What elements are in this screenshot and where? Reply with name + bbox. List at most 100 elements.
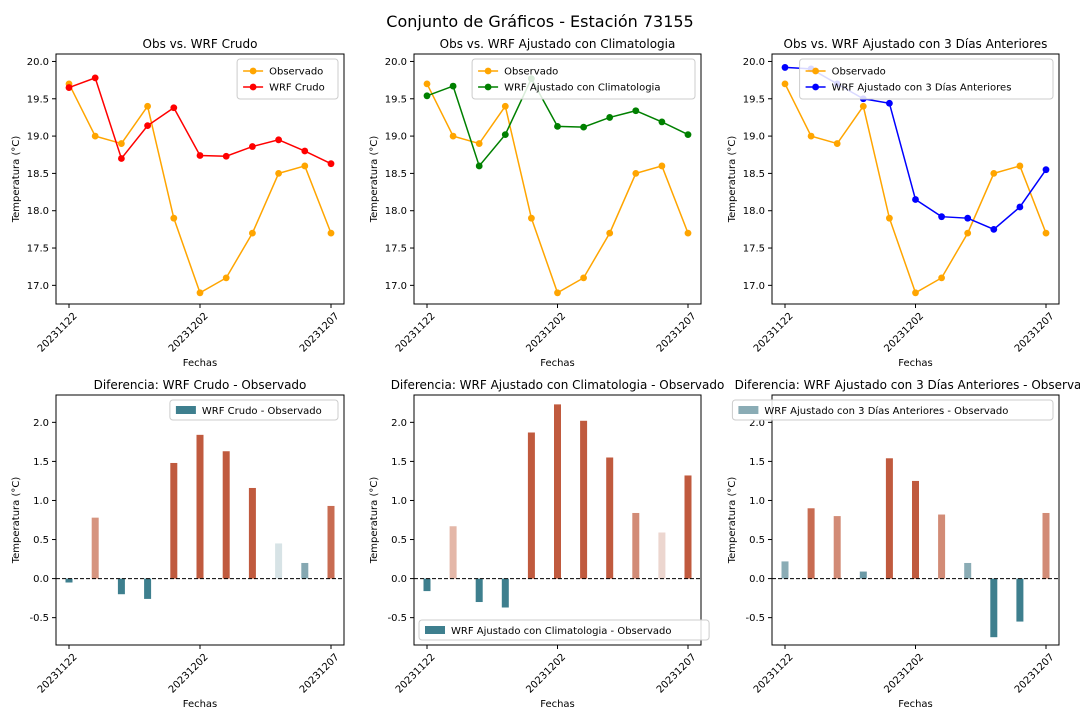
panel-title: Diferencia: WRF Ajustado con Climatologi… bbox=[391, 378, 725, 392]
legend-box bbox=[799, 58, 1054, 100]
data-point bbox=[632, 107, 640, 115]
y-tick-label: -0.5 bbox=[29, 613, 49, 624]
bar bbox=[964, 562, 972, 579]
legend: WRF Crudo - Observado bbox=[169, 399, 339, 421]
legend-box bbox=[731, 399, 1054, 421]
legend-marker bbox=[484, 67, 492, 75]
bar bbox=[275, 543, 283, 579]
data-point bbox=[833, 140, 841, 147]
data-point bbox=[449, 82, 457, 90]
data-point bbox=[475, 140, 483, 147]
data-point bbox=[501, 102, 509, 110]
data-point bbox=[1042, 229, 1050, 237]
y-tick-label: 19.0 bbox=[385, 132, 407, 143]
legend-label: WRF Crudo bbox=[269, 83, 325, 94]
y-tick-label: 19.5 bbox=[385, 94, 407, 105]
y-tick-label: 0.0 bbox=[391, 574, 407, 585]
legend-label: WRF Ajustado con 3 Días Anteriores - Obs… bbox=[764, 405, 1008, 417]
data-point bbox=[554, 122, 561, 130]
legend-box bbox=[471, 58, 696, 100]
bar bbox=[117, 578, 125, 595]
x-axis-label: Fechas bbox=[898, 699, 933, 710]
bar bbox=[327, 505, 335, 579]
data-point bbox=[222, 274, 230, 282]
data-point bbox=[170, 104, 178, 112]
legend-box bbox=[236, 58, 339, 100]
data-point bbox=[781, 80, 789, 88]
y-tick-label: 1.0 bbox=[33, 496, 49, 507]
legend-swatch bbox=[738, 406, 759, 414]
y-tick-label: 18.5 bbox=[385, 169, 407, 180]
bar bbox=[885, 458, 893, 579]
data-point bbox=[658, 118, 666, 126]
data-point bbox=[249, 229, 256, 237]
data-point bbox=[475, 162, 483, 170]
data-point bbox=[118, 140, 125, 147]
bar bbox=[501, 578, 509, 608]
legend-label: Observado bbox=[832, 67, 886, 78]
y-tick-label: 1.5 bbox=[749, 457, 765, 468]
bar bbox=[632, 512, 640, 579]
bar bbox=[807, 508, 815, 579]
y-tick-label: 0.5 bbox=[33, 535, 49, 546]
bar bbox=[144, 578, 152, 599]
data-point bbox=[807, 132, 815, 140]
panel-title: Obs vs. WRF Crudo bbox=[143, 37, 258, 51]
legend-label: WRF Ajustado con Climatologia bbox=[504, 83, 660, 94]
data-point bbox=[886, 99, 893, 107]
y-tick-label: 17.5 bbox=[385, 244, 407, 255]
legend-marker bbox=[812, 67, 819, 75]
legend-label: Observado bbox=[504, 67, 558, 78]
y-tick-label: 19.0 bbox=[27, 132, 49, 143]
legend: Observado WRF Ajustado con 3 Días Anterio… bbox=[799, 58, 1054, 100]
y-tick-label: 18.0 bbox=[743, 206, 765, 217]
y-tick-label: 19.5 bbox=[743, 94, 765, 105]
bar bbox=[449, 526, 457, 579]
data-point bbox=[65, 84, 73, 91]
bar bbox=[938, 514, 946, 579]
data-point bbox=[554, 289, 561, 297]
chart-panel-4: Diferencia: WRF Crudo - Observado -0.5 0.0… bbox=[11, 378, 345, 710]
bar bbox=[222, 451, 230, 579]
y-axis-label: Temperatura (°C) bbox=[369, 136, 380, 224]
bar bbox=[684, 475, 692, 579]
data-point bbox=[781, 64, 789, 71]
data-point bbox=[964, 214, 972, 222]
y-tick-label: 2.0 bbox=[749, 418, 765, 429]
y-tick-label: 2.0 bbox=[33, 418, 49, 429]
data-point bbox=[1016, 162, 1024, 170]
data-point bbox=[144, 122, 152, 130]
y-tick-label: 0.0 bbox=[749, 574, 765, 585]
data-point bbox=[938, 274, 945, 282]
data-point bbox=[423, 80, 431, 88]
y-tick-label: 19.5 bbox=[27, 94, 49, 105]
y-tick-label: 18.0 bbox=[385, 206, 407, 217]
legend-box bbox=[418, 619, 710, 641]
data-point bbox=[580, 274, 587, 282]
bar bbox=[554, 404, 561, 579]
y-tick-label: 18.5 bbox=[27, 169, 49, 180]
panel-title: Obs vs. WRF Ajustado con Climatologia bbox=[440, 37, 676, 51]
data-point bbox=[912, 196, 919, 203]
y-tick-label: -0.5 bbox=[745, 613, 765, 624]
y-tick-label: 1.5 bbox=[33, 457, 49, 468]
data-point bbox=[684, 229, 692, 237]
y-tick-label: 19.0 bbox=[743, 132, 765, 143]
data-point bbox=[275, 170, 282, 177]
bar bbox=[990, 578, 998, 638]
legend-marker bbox=[484, 83, 492, 91]
legend-label: WRF Ajustado con Climatologia - Observad… bbox=[451, 626, 672, 637]
legend-label: Observado bbox=[269, 67, 323, 78]
data-point bbox=[249, 143, 256, 150]
data-point bbox=[606, 229, 614, 237]
data-point bbox=[990, 225, 998, 233]
legend-swatch bbox=[425, 626, 445, 634]
data-point bbox=[196, 152, 204, 159]
bar bbox=[1016, 578, 1024, 622]
bar bbox=[423, 578, 431, 592]
data-point bbox=[91, 132, 99, 140]
legend: WRF Ajustado con 3 Días Anteriores - Obs… bbox=[731, 399, 1054, 421]
y-tick-label: 2.0 bbox=[391, 418, 407, 429]
y-tick-label: 1.0 bbox=[391, 496, 407, 507]
y-axis-label: Temperatura (°C) bbox=[11, 136, 22, 224]
